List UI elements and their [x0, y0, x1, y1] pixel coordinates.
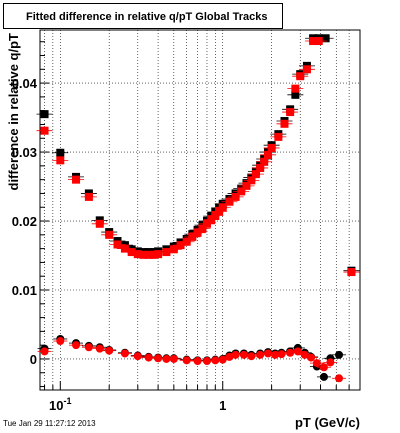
data-point	[302, 65, 311, 74]
x-axis-label: pT (GeV/c)	[295, 415, 360, 430]
data-point	[72, 175, 81, 184]
data-point	[84, 343, 93, 352]
data-point	[154, 250, 163, 259]
data-point	[149, 250, 158, 259]
axis-labels: 0 0.01 0.02 0.03 0.04 10-1 1 pT (GeV/c) differen…	[6, 33, 360, 430]
data-point	[271, 350, 280, 359]
footer-timestamp: Tue Jan 29 11:27:12 2013	[3, 419, 96, 428]
data-point	[286, 348, 295, 357]
data-point	[202, 357, 211, 366]
y-tick-label: 0.01	[12, 283, 37, 298]
data-point	[207, 215, 216, 224]
data-point	[120, 349, 129, 358]
axes	[39, 29, 361, 391]
data-point	[169, 354, 178, 363]
data-point	[95, 344, 104, 353]
data-point	[264, 150, 273, 159]
y-tick-label: 0	[30, 352, 37, 367]
data-point	[56, 148, 65, 157]
data-point	[247, 176, 256, 185]
data-point	[72, 341, 81, 350]
data-point	[154, 354, 163, 363]
data-point	[202, 219, 211, 228]
data-point	[291, 90, 300, 99]
data-point	[169, 245, 178, 254]
data-point	[162, 354, 171, 363]
data-point	[247, 352, 256, 361]
data-point	[198, 224, 207, 233]
data-point	[40, 110, 49, 119]
data-point	[242, 181, 251, 190]
data-point	[335, 374, 344, 383]
data-point	[162, 248, 171, 257]
data-point	[274, 132, 283, 141]
data-point	[176, 241, 185, 250]
data-point	[300, 350, 309, 359]
data-point	[264, 349, 273, 358]
x-tick-label: 1	[219, 398, 226, 413]
y-tick-label: 0.04	[12, 76, 38, 91]
data-point	[84, 192, 93, 201]
data-point	[105, 230, 114, 239]
data-point	[188, 232, 197, 241]
data-point	[335, 350, 344, 359]
data-point	[291, 84, 300, 93]
grid	[40, 30, 361, 390]
data-point	[312, 359, 321, 368]
data-point	[127, 248, 136, 257]
data-point	[120, 244, 129, 253]
data-point	[144, 353, 153, 362]
y-tick-label: 0.03	[12, 145, 37, 160]
data-point	[239, 350, 248, 359]
data-point	[105, 346, 114, 355]
data-point	[293, 347, 302, 356]
data-point	[307, 353, 316, 362]
data-point	[218, 203, 227, 212]
data-point	[40, 126, 49, 135]
data-point	[251, 170, 260, 179]
data-point	[211, 211, 220, 220]
data-point	[286, 108, 295, 117]
data-point	[231, 350, 240, 359]
data-point	[182, 356, 191, 365]
y-tick-label: 0.02	[12, 214, 37, 229]
data-point	[256, 350, 265, 359]
data-point	[133, 352, 142, 361]
plot-frame	[39, 29, 361, 391]
data-point	[193, 228, 202, 237]
data-point	[314, 37, 323, 46]
data-point	[215, 207, 224, 216]
data-point	[277, 350, 286, 359]
data-point	[211, 356, 220, 365]
data-point	[231, 192, 240, 201]
data-point	[113, 240, 122, 249]
data-point	[256, 163, 265, 172]
data-point	[267, 143, 276, 152]
data-point	[347, 268, 356, 277]
chart-title: Fitted difference in relative q/pT Globa…	[26, 11, 268, 23]
data-point	[218, 355, 227, 364]
data-point	[56, 337, 65, 346]
data-point	[280, 119, 289, 128]
data-point	[182, 237, 191, 246]
data-point	[95, 219, 104, 228]
data-point	[319, 372, 328, 381]
data-point	[319, 363, 328, 372]
x-tick-label: 10-1	[49, 396, 71, 413]
data-point	[40, 347, 49, 356]
data-point	[133, 250, 142, 259]
data-point	[56, 156, 65, 165]
chart-title-box: Fitted difference in relative q/pT Globa…	[3, 3, 283, 29]
data-point	[260, 157, 269, 166]
y-axis-label: difference in relative q/pT	[6, 33, 21, 191]
data-point	[237, 187, 246, 196]
data-point	[321, 34, 330, 43]
data-point	[296, 72, 305, 81]
data-point	[326, 358, 335, 367]
data-point	[225, 197, 234, 206]
data-points	[36, 34, 360, 383]
data-point	[193, 357, 202, 366]
